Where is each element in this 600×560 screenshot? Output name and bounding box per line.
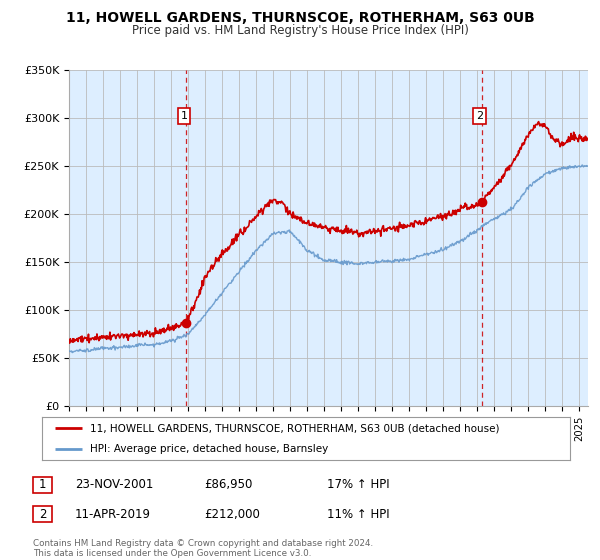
Text: 11% ↑ HPI: 11% ↑ HPI bbox=[327, 507, 389, 521]
Text: £86,950: £86,950 bbox=[204, 478, 253, 492]
Text: 2: 2 bbox=[476, 111, 483, 121]
Text: 2: 2 bbox=[39, 507, 46, 521]
Text: 17% ↑ HPI: 17% ↑ HPI bbox=[327, 478, 389, 492]
Text: Price paid vs. HM Land Registry's House Price Index (HPI): Price paid vs. HM Land Registry's House … bbox=[131, 24, 469, 36]
Text: HPI: Average price, detached house, Barnsley: HPI: Average price, detached house, Barn… bbox=[89, 445, 328, 454]
Text: Contains HM Land Registry data © Crown copyright and database right 2024.
This d: Contains HM Land Registry data © Crown c… bbox=[33, 539, 373, 558]
Text: 11, HOWELL GARDENS, THURNSCOE, ROTHERHAM, S63 0UB: 11, HOWELL GARDENS, THURNSCOE, ROTHERHAM… bbox=[65, 11, 535, 25]
Text: 23-NOV-2001: 23-NOV-2001 bbox=[75, 478, 154, 492]
Text: 11-APR-2019: 11-APR-2019 bbox=[75, 507, 151, 521]
Text: £212,000: £212,000 bbox=[204, 507, 260, 521]
Text: 1: 1 bbox=[181, 111, 187, 121]
Text: 11, HOWELL GARDENS, THURNSCOE, ROTHERHAM, S63 0UB (detached house): 11, HOWELL GARDENS, THURNSCOE, ROTHERHAM… bbox=[89, 423, 499, 433]
Text: 1: 1 bbox=[39, 478, 46, 492]
